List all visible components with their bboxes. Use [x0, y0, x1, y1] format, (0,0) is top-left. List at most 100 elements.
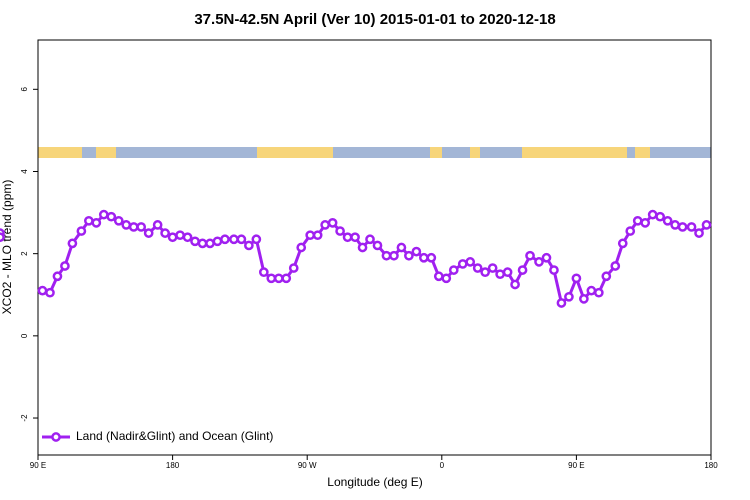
data-point: [67, 238, 78, 249]
data-point: [670, 220, 680, 230]
data-point: [593, 287, 604, 298]
data-point: [610, 261, 621, 271]
data-point: [365, 234, 375, 245]
x-tick-label: 0: [440, 461, 445, 470]
data-point: [411, 246, 422, 257]
data-point: [37, 285, 48, 296]
data-point: [335, 226, 345, 236]
data-point: [564, 291, 574, 302]
data-point: [662, 215, 673, 226]
data-point: [465, 257, 476, 267]
data-point: [190, 236, 200, 247]
data-point: [534, 257, 544, 267]
data-point: [160, 228, 170, 238]
data-point: [167, 232, 178, 243]
data-point: [472, 263, 483, 273]
data-point: [98, 209, 109, 220]
x-tick-label: 180: [704, 461, 718, 470]
data-point: [502, 267, 513, 278]
data-point: [113, 215, 124, 226]
data-point: [182, 232, 193, 243]
data-point: [556, 298, 567, 308]
y-tick-label: -2: [20, 414, 29, 422]
data-point: [404, 250, 414, 261]
data-point: [296, 242, 307, 253]
data-point: [541, 252, 552, 263]
y-tick-label: 2: [20, 251, 29, 256]
x-tick-label: 90 W: [298, 461, 317, 470]
data-point: [640, 217, 651, 228]
data-point: [517, 265, 528, 275]
legend-label: Land (Nadir&Glint) and Ocean (Glint): [76, 429, 273, 443]
land-ocean-strip: [38, 147, 711, 158]
x-tick-label: 180: [166, 461, 180, 470]
data-point: [586, 285, 597, 296]
data-point: [320, 220, 330, 230]
y-axis-label: XCO2 - MLO trend (ppm): [0, 180, 14, 315]
data-point: [655, 211, 666, 222]
data-point: [525, 250, 535, 261]
chart-title: 37.5N-42.5N April (Ver 10) 2015-01-01 to…: [194, 11, 555, 28]
data-point: [205, 238, 215, 249]
data-point: [251, 234, 262, 245]
data-point: [647, 209, 658, 220]
data-point: [549, 265, 559, 275]
data-point: [686, 222, 697, 232]
data-point: [381, 250, 392, 261]
x-axis-label: Longitude (deg E): [327, 475, 422, 489]
data-point: [175, 230, 185, 241]
data-point: [350, 232, 360, 243]
data-point: [632, 215, 643, 226]
data-point: [258, 267, 269, 278]
data-point: [121, 220, 132, 230]
data-point: [579, 294, 589, 304]
x-tick-label: 90 E: [568, 461, 584, 470]
data-point: [617, 238, 628, 249]
data-point: [236, 234, 247, 245]
data-point: [625, 226, 636, 236]
data-point: [60, 261, 70, 271]
data-point: [128, 222, 139, 232]
data-point: [480, 267, 491, 278]
legend-marker: [51, 432, 61, 442]
data-point: [305, 230, 316, 241]
data-point: [571, 273, 582, 284]
data-point: [106, 211, 117, 222]
data-point: [91, 217, 102, 228]
data-point: [45, 287, 55, 298]
data-point: [433, 271, 444, 282]
data-point: [0, 232, 5, 243]
data-point: [457, 259, 468, 269]
data-point: [701, 220, 712, 230]
data-point: [281, 273, 292, 284]
y-tick-label: 4: [20, 169, 29, 174]
plot-frame: [37, 39, 712, 456]
data-point: [152, 220, 163, 230]
data-point: [312, 230, 323, 241]
data-point: [694, 228, 704, 238]
data-point: [372, 240, 383, 251]
data-point: [244, 240, 254, 251]
data-point: [357, 242, 368, 253]
data-point: [197, 238, 208, 249]
data-point: [136, 222, 147, 232]
data-point: [273, 273, 284, 284]
x-tick-label: 90 E: [30, 461, 46, 470]
data-point: [389, 250, 399, 261]
data-point: [601, 271, 612, 282]
data-point: [426, 252, 437, 263]
data-point: [441, 273, 452, 284]
data-point: [220, 234, 230, 245]
data-point: [76, 226, 87, 236]
data-point: [677, 222, 688, 232]
data-point: [52, 271, 63, 282]
data-point: [143, 228, 154, 238]
data-point: [396, 242, 407, 253]
data-point: [495, 269, 505, 280]
y-tick-label: 6: [20, 87, 29, 92]
y-tick-label: 0: [20, 333, 29, 338]
data-point: [212, 236, 223, 247]
data-point: [266, 273, 277, 284]
data-point: [229, 234, 239, 245]
